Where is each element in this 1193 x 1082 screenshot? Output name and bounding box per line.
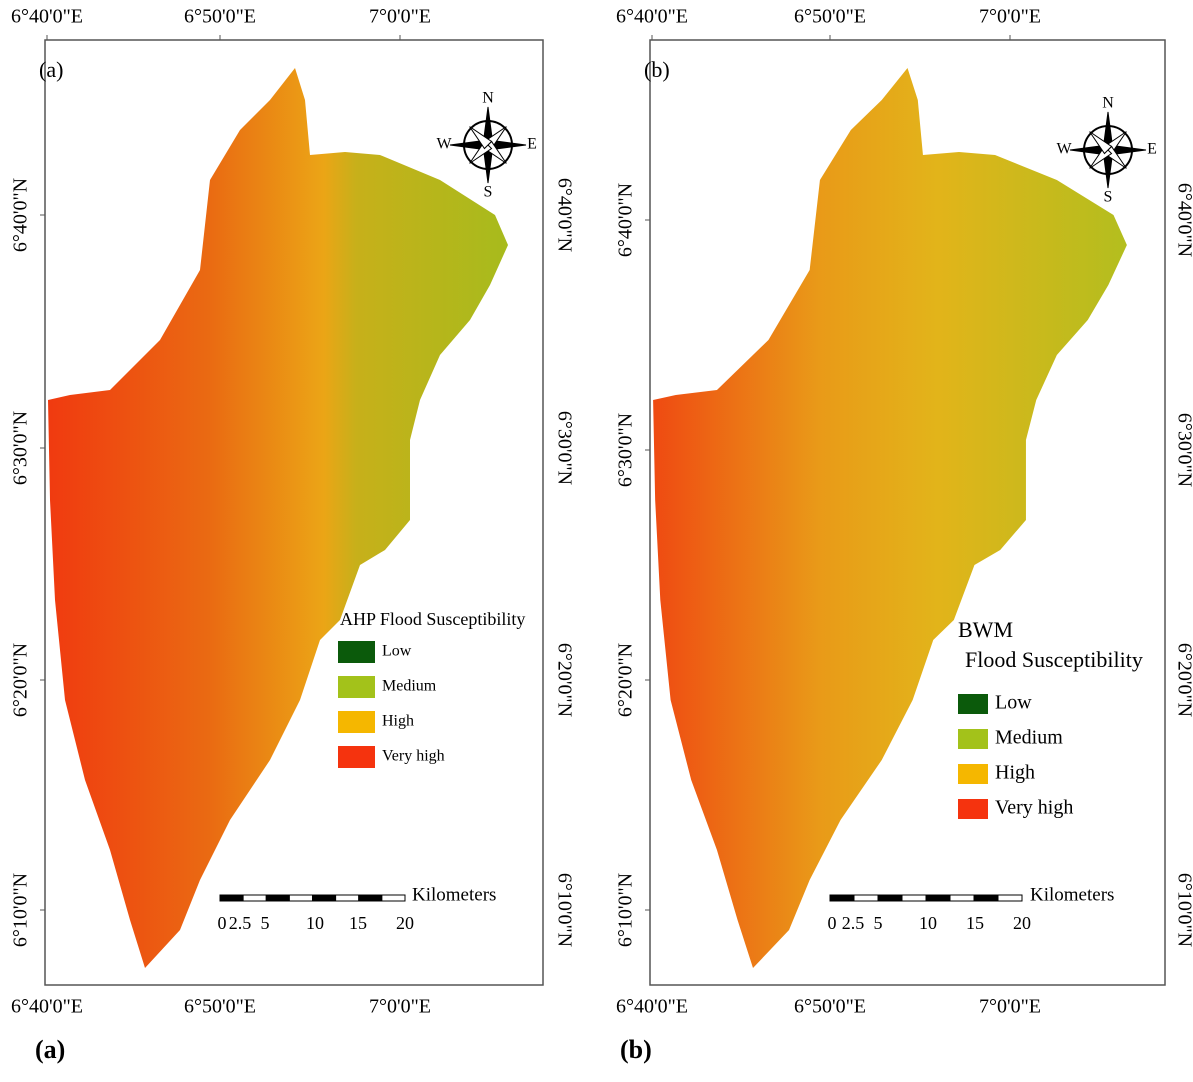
right-tick-label: 6°10'0"N — [1173, 873, 1193, 947]
legend-label: Very high — [382, 748, 445, 765]
bottom-tick-label: 6°50'0"E — [184, 996, 256, 1018]
scale-segment — [877, 894, 903, 902]
legend-label: Very high — [995, 797, 1073, 819]
legend-label: Medium — [995, 727, 1063, 749]
scale-segment — [997, 894, 1023, 902]
map-frame — [649, 39, 1166, 986]
top-tick-label: 7°0'0"E — [979, 6, 1041, 28]
legend-swatch — [338, 676, 375, 698]
scale-label: 5 — [261, 913, 270, 933]
caption: (b) — [620, 1035, 652, 1064]
legend-title: AHP Flood Susceptibility — [340, 609, 525, 629]
scale-label: 15 — [966, 913, 984, 933]
left-tick-label: 6°20'0"N — [615, 643, 637, 717]
legend-label: High — [995, 762, 1035, 784]
left-tick-label: 6°30'0"N — [10, 411, 32, 485]
compass-letter: W — [1056, 141, 1072, 158]
legend-label: Low — [382, 643, 412, 660]
scale-segment — [312, 894, 337, 902]
scale-label: 0 — [218, 913, 227, 933]
scale-segment — [901, 894, 927, 902]
map-frame — [44, 39, 544, 986]
legend-swatch — [338, 746, 375, 768]
scale-segment — [381, 894, 406, 902]
north-arrow — [449, 106, 527, 184]
scale-label: 2.5 — [842, 913, 865, 933]
top-tick-label: 7°0'0"E — [369, 6, 431, 28]
scale-segment — [925, 894, 951, 902]
scale-segment — [853, 894, 879, 902]
scale-segment — [949, 894, 975, 902]
legend-swatch — [338, 641, 375, 663]
caption: (a) — [35, 1035, 65, 1064]
legend-swatch — [338, 711, 375, 733]
left-tick-label: 6°10'0"N — [615, 873, 637, 947]
bottom-tick-label: 6°40'0"E — [616, 996, 688, 1018]
legend-swatch — [958, 729, 988, 749]
top-tick-label: 6°40'0"E — [11, 6, 83, 28]
scale-segment — [335, 894, 360, 902]
legend-swatch — [958, 694, 988, 714]
compass-letter: E — [527, 136, 537, 153]
scale-segment — [973, 894, 999, 902]
study-area — [48, 68, 508, 968]
scale-label: 0 — [828, 913, 837, 933]
north-arrow — [1069, 111, 1147, 189]
right-tick-label: 6°20'0"N — [1173, 643, 1193, 717]
scale-segment — [358, 894, 383, 902]
legend-label: Low — [995, 692, 1032, 714]
right-tick-label: 6°30'0"N — [1173, 413, 1193, 487]
scale-label: 20 — [1013, 913, 1031, 933]
scale-segment — [242, 894, 267, 902]
legend-title: Flood Susceptibility — [965, 647, 1143, 672]
compass-point — [1089, 131, 1113, 155]
right-tick-label: 6°40'0"N — [553, 178, 575, 252]
top-tick-label: 6°50'0"E — [794, 6, 866, 28]
compass-letter: S — [1104, 189, 1113, 206]
scale-label: 15 — [349, 913, 367, 933]
study-area — [653, 68, 1127, 968]
left-tick-label: 6°20'0"N — [10, 643, 32, 717]
scale-label: 2.5 — [229, 913, 252, 933]
left-tick-label: 6°40'0"N — [10, 178, 32, 252]
bottom-tick-label: 7°0'0"E — [979, 996, 1041, 1018]
bottom-tick-label: 6°50'0"E — [794, 996, 866, 1018]
compass-letter: N — [1102, 95, 1114, 112]
left-tick-label: 6°30'0"N — [615, 413, 637, 487]
legend-label: Medium — [382, 678, 437, 695]
scale-label: 20 — [396, 913, 414, 933]
compass-point — [469, 126, 493, 150]
top-tick-label: 6°40'0"E — [616, 6, 688, 28]
bottom-tick-label: 6°40'0"E — [11, 996, 83, 1018]
legend-swatch — [958, 799, 988, 819]
legend-title: BWM — [958, 617, 1013, 642]
legend-swatch — [958, 764, 988, 784]
top-tick-label: 6°50'0"E — [184, 6, 256, 28]
scale-unit: Kilometers — [1030, 884, 1114, 905]
scale-label: 5 — [874, 913, 883, 933]
left-tick-label: 6°40'0"N — [615, 183, 637, 257]
legend-label: High — [382, 713, 414, 730]
compass-letter: E — [1147, 141, 1157, 158]
scale-label: 10 — [306, 913, 324, 933]
right-tick-label: 6°10'0"N — [553, 873, 575, 947]
right-tick-label: 6°20'0"N — [553, 643, 575, 717]
compass-letter: N — [482, 90, 494, 107]
scale-segment — [829, 894, 855, 902]
panel-label: (b) — [644, 57, 670, 82]
right-tick-label: 6°40'0"N — [1173, 183, 1193, 257]
scale-segment — [288, 894, 313, 902]
scale-unit: Kilometers — [412, 884, 496, 905]
scale-label: 10 — [919, 913, 937, 933]
scale-segment — [219, 894, 244, 902]
compass-letter: W — [436, 136, 452, 153]
scale-segment — [265, 894, 290, 902]
compass-letter: S — [484, 184, 493, 201]
panel-label: (a) — [39, 57, 63, 82]
bottom-tick-label: 7°0'0"E — [369, 996, 431, 1018]
right-tick-label: 6°30'0"N — [553, 411, 575, 485]
left-tick-label: 6°10'0"N — [10, 873, 32, 947]
